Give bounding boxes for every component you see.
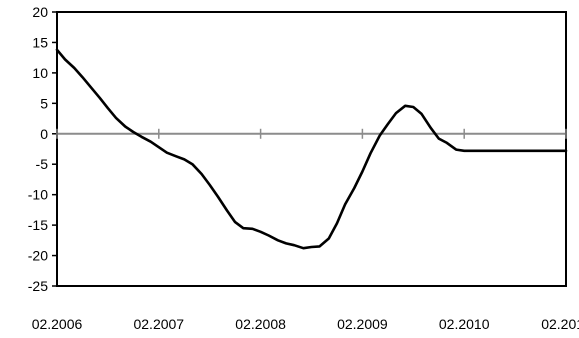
y-tick-label: -15 bbox=[28, 217, 48, 233]
x-tick-label: 02.2007 bbox=[133, 316, 184, 332]
x-tick-label: 02.2006 bbox=[32, 316, 83, 332]
y-tick-label: -10 bbox=[28, 187, 48, 203]
plot-frame bbox=[56, 11, 567, 287]
y-tick-label: 20 bbox=[32, 4, 48, 20]
y-tick-label: -25 bbox=[28, 278, 48, 294]
y-tick-label: -20 bbox=[28, 248, 48, 264]
y-tick-label: 0 bbox=[40, 126, 48, 142]
series-line bbox=[55, 48, 568, 250]
x-tick-label: 02.2008 bbox=[235, 316, 286, 332]
y-tick-label: 5 bbox=[40, 95, 48, 111]
x-tick-label: 02.2009 bbox=[337, 316, 388, 332]
y-tick-label: -5 bbox=[36, 156, 49, 172]
y-tick-label: 10 bbox=[32, 65, 48, 81]
x-tick-label: 02.2011 bbox=[541, 316, 579, 332]
y-tick-label: 15 bbox=[32, 34, 48, 50]
x-tick-label: 02.2010 bbox=[439, 316, 490, 332]
